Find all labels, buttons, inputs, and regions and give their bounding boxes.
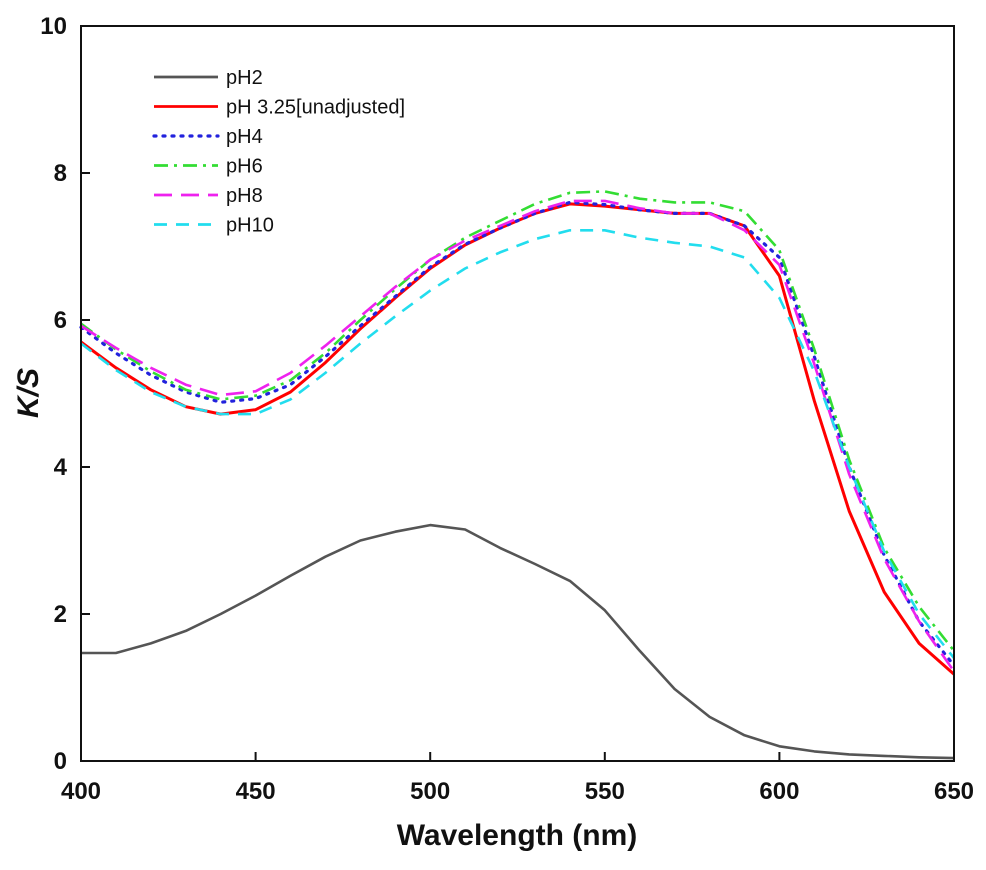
series-line-2 <box>79 200 956 668</box>
y-tick-label: 10 <box>40 13 67 40</box>
legend-label-0: pH2 <box>226 67 263 89</box>
y-tick-label: 0 <box>54 748 67 775</box>
legend-label-1: pH 3.25[unadjusted] <box>226 97 405 119</box>
y-tick-label: 4 <box>54 454 68 481</box>
legend-label-2: pH4 <box>226 126 263 148</box>
legend-label-4: pH8 <box>226 185 263 207</box>
legend: pH2 pH 3.25[unadjusted] pH4 pH6 pH8 pH10 <box>152 67 405 237</box>
series-line-0 <box>81 523 955 760</box>
axes <box>80 25 955 762</box>
x-tick-label: 400 <box>61 778 101 805</box>
y-tick-label: 2 <box>54 601 67 628</box>
series-line-1 <box>80 202 955 676</box>
legend-label-3: pH6 <box>226 156 263 178</box>
x-tick-label: 500 <box>410 778 450 805</box>
ticks: 400 450 500 550 600 650 0 2 4 6 8 10 <box>40 13 974 805</box>
series-line-3 <box>80 190 956 652</box>
plot-frame <box>80 25 955 762</box>
series-line-4 <box>80 199 956 673</box>
x-tick-label: 650 <box>934 778 974 805</box>
y-tick-label: 8 <box>54 160 67 187</box>
x-tick-label: 600 <box>759 778 799 805</box>
series-line-5 <box>80 229 956 659</box>
x-axis-title: Wavelength (nm) <box>397 819 638 852</box>
x-tick-label: 550 <box>585 778 625 805</box>
legend-label-5: pH10 <box>226 215 274 237</box>
x-tick-label: 450 <box>236 778 276 805</box>
y-tick-label: 6 <box>54 307 67 334</box>
series-lines <box>79 190 956 760</box>
y-axis-title: K/S <box>12 368 45 418</box>
